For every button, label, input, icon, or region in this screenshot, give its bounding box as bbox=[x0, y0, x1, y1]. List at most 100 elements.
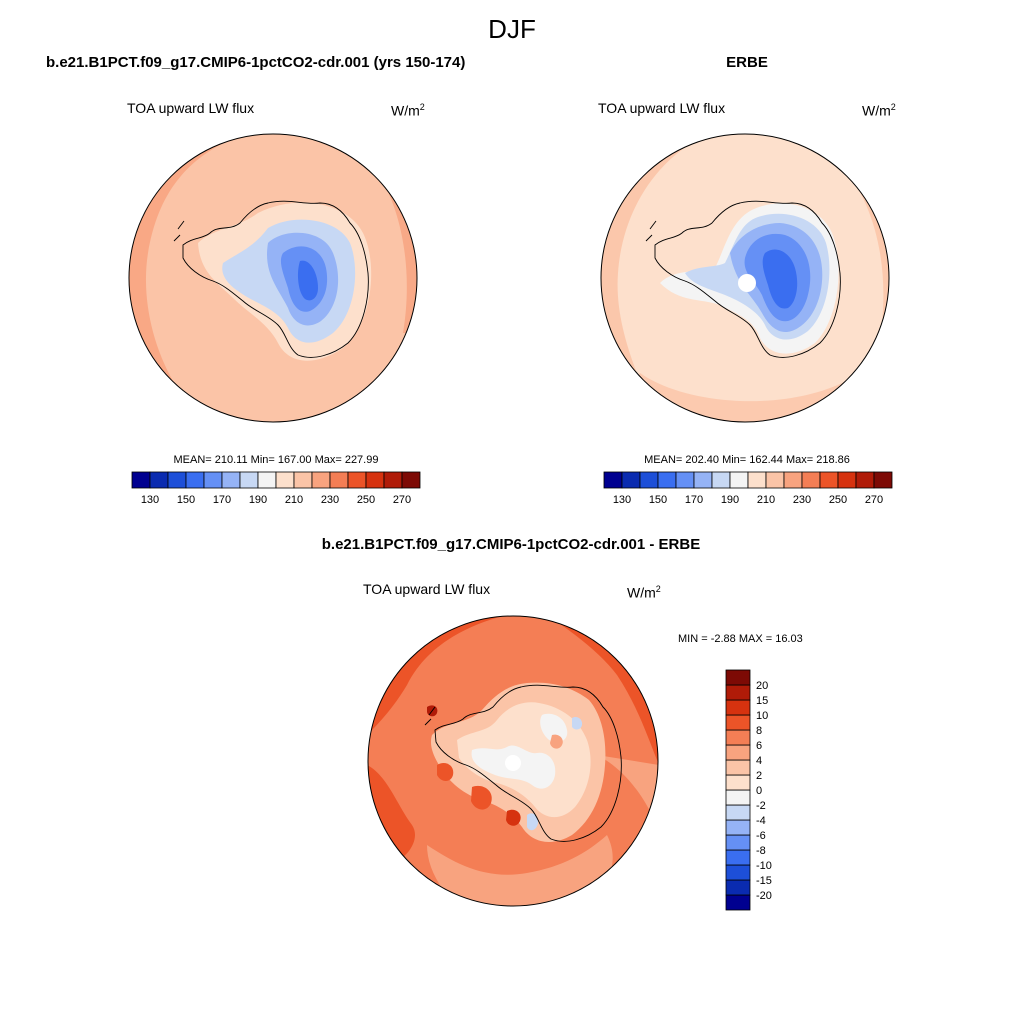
panel-2-colorbar-cell bbox=[837, 471, 857, 489]
panel-3-map bbox=[367, 615, 659, 907]
figure-title: DJF bbox=[488, 14, 536, 44]
panel-2-colorbar-label: 210 bbox=[757, 494, 775, 506]
panel-3-colorbar-label: -20 bbox=[756, 890, 772, 902]
panel-3-coastline bbox=[424, 684, 622, 842]
panel-1-map bbox=[128, 133, 418, 423]
panel-2-colorbar-cell bbox=[765, 471, 785, 489]
panel-3-colorbar-cells bbox=[725, 669, 751, 911]
panel-2-colorbar-cell bbox=[711, 471, 731, 489]
panel-3-units-exp: 2 bbox=[655, 584, 661, 594]
panel-1-colorbar-cell bbox=[149, 471, 169, 489]
panel-2-colorbar-cell bbox=[801, 471, 821, 489]
panel-2-colorbar-cell bbox=[639, 471, 659, 489]
panel-1-interior-3 bbox=[297, 260, 318, 301]
panel-2-colorbar-cell bbox=[855, 471, 875, 489]
panel-2-map bbox=[600, 133, 890, 423]
panel-3-colorbar-cell bbox=[725, 744, 751, 761]
panel-2-colorbar-labels: 130 150 170 190 210 230 250 270 bbox=[613, 494, 883, 506]
panel-2-outer-band bbox=[601, 134, 710, 422]
panel-3-light-s bbox=[427, 835, 613, 906]
panel-3-patch-2 bbox=[540, 713, 568, 743]
panel-1-colorbar-label: 250 bbox=[357, 494, 375, 506]
panel-1-colorbar-label: 210 bbox=[285, 494, 303, 506]
panel-3-colorbar-label: 0 bbox=[756, 785, 762, 797]
panel-3-colorbar-cell bbox=[725, 729, 751, 746]
panel-3-light-e bbox=[597, 755, 658, 815]
panel-2-colorbar-label: 250 bbox=[829, 494, 847, 506]
panel-1-colorbar-cell bbox=[131, 471, 151, 489]
panel-2-colorbar-cell bbox=[603, 471, 623, 489]
panel-3-hot-2 bbox=[471, 785, 492, 810]
panel-3-pole-hole bbox=[505, 755, 521, 771]
panel-3-colorbar-cell bbox=[725, 669, 751, 686]
panel-2-interior-3 bbox=[762, 249, 798, 309]
panel-1-colorbar-label: 130 bbox=[141, 494, 159, 506]
panel-3-colorbar-cell bbox=[725, 894, 751, 911]
panel-3-neg-patch-2 bbox=[527, 813, 539, 831]
panel-3-variable-label: TOA upward LW flux bbox=[363, 581, 491, 597]
panel-2-stats: MEAN= 202.40 Min= 162.44 Max= 218.86 bbox=[644, 454, 850, 466]
panel-1-colorbar-label: 230 bbox=[321, 494, 339, 506]
panel-2-units-exp: 2 bbox=[890, 102, 896, 112]
panel-1-stats: MEAN= 210.11 Min= 167.00 Max= 227.99 bbox=[173, 454, 379, 466]
panel-1-units-base: W/m bbox=[391, 102, 420, 119]
panel-1-title: b.e21.B1PCT.f09_g17.CMIP6-1pctCO2-cdr.00… bbox=[46, 54, 466, 71]
panel-2-colorbar-cell bbox=[621, 471, 641, 489]
panel-2-colorbar-cell bbox=[819, 471, 839, 489]
panel-1-colorbar-cells bbox=[131, 471, 421, 489]
panel-3-colorbar-label: -8 bbox=[756, 845, 766, 857]
panel-3-colorbar-cell bbox=[725, 699, 751, 716]
panel-3-colorbar-cell bbox=[725, 819, 751, 836]
panel-3-colorbar-cell bbox=[725, 849, 751, 866]
panel-3-colorbar-label: -15 bbox=[756, 875, 772, 887]
panel-2-title: ERBE bbox=[726, 54, 768, 71]
panel-1-colorbar-cell bbox=[293, 471, 313, 489]
panel-3-colorbar-label: 15 bbox=[756, 695, 768, 707]
panel-1-units-exp: 2 bbox=[419, 102, 425, 112]
panel-1-colorbar-label: 150 bbox=[177, 494, 195, 506]
panel-1-colorbar-cell bbox=[365, 471, 385, 489]
panel-2-pole-hole bbox=[738, 274, 756, 292]
panel-3-colorbar-cell bbox=[725, 804, 751, 821]
panel-2-colorbar-cell bbox=[729, 471, 749, 489]
panel-3-neg-patch-1 bbox=[572, 716, 583, 730]
panel-3-colorbar-label: -2 bbox=[756, 800, 766, 812]
panel-3-colorbar-cell bbox=[725, 774, 751, 791]
panel-1-units-label: W/m2 bbox=[391, 102, 425, 119]
panel-1-colorbar-cell bbox=[167, 471, 187, 489]
panel-3-hot-4 bbox=[550, 734, 563, 749]
panel-3-hot-3 bbox=[506, 809, 521, 826]
panel-3-colorbar-label: -4 bbox=[756, 815, 766, 827]
panel-1-colorbar-cell bbox=[221, 471, 241, 489]
panel-2-colorbar-cell bbox=[675, 471, 695, 489]
panel-2-colorbar-label: 230 bbox=[793, 494, 811, 506]
panel-1-colorbar-cell bbox=[239, 471, 259, 489]
panel-3-stats: MIN = -2.88 MAX = 16.03 bbox=[678, 633, 803, 645]
panel-2-colorbar-label: 150 bbox=[649, 494, 667, 506]
panel-3-colorbar-label: 8 bbox=[756, 725, 762, 737]
panel-3-colorbar-label: 6 bbox=[756, 740, 762, 752]
panel-1-colorbar-label: 170 bbox=[213, 494, 231, 506]
panel-2-colorbar-label: 130 bbox=[613, 494, 631, 506]
panel-3-colorbar-label: 20 bbox=[756, 680, 768, 692]
panel-3-colorbar-label: 10 bbox=[756, 710, 768, 722]
panel-3-units-label: W/m2 bbox=[627, 584, 661, 601]
panel-1-colorbar: 130 150 170 190 210 230 250 270 bbox=[131, 471, 421, 506]
panel-3-colorbar-cell bbox=[725, 684, 751, 701]
panel-2-colorbar-cell bbox=[657, 471, 677, 489]
panel-3-colorbar-label: -10 bbox=[756, 860, 772, 872]
panel-1-colorbar-cell bbox=[203, 471, 223, 489]
panel-2-colorbar-cell bbox=[783, 471, 803, 489]
panel-1-colorbar-cell bbox=[185, 471, 205, 489]
panel-3-title: b.e21.B1PCT.f09_g17.CMIP6-1pctCO2-cdr.00… bbox=[321, 536, 701, 553]
panel-2-colorbar-cells bbox=[603, 471, 893, 489]
panel-2-colorbar: 130 150 170 190 210 230 250 270 bbox=[603, 471, 893, 506]
panel-3-colorbar-label: 4 bbox=[756, 755, 762, 767]
panel-1-colorbar-cell bbox=[275, 471, 295, 489]
panel-1-colorbar-label: 190 bbox=[249, 494, 267, 506]
panel-2-units-label: W/m2 bbox=[862, 102, 896, 119]
panel-1-colorbar-cell bbox=[401, 471, 421, 489]
panel-1-colorbar-label: 270 bbox=[393, 494, 411, 506]
panel-3-colorbar-cell bbox=[725, 879, 751, 896]
